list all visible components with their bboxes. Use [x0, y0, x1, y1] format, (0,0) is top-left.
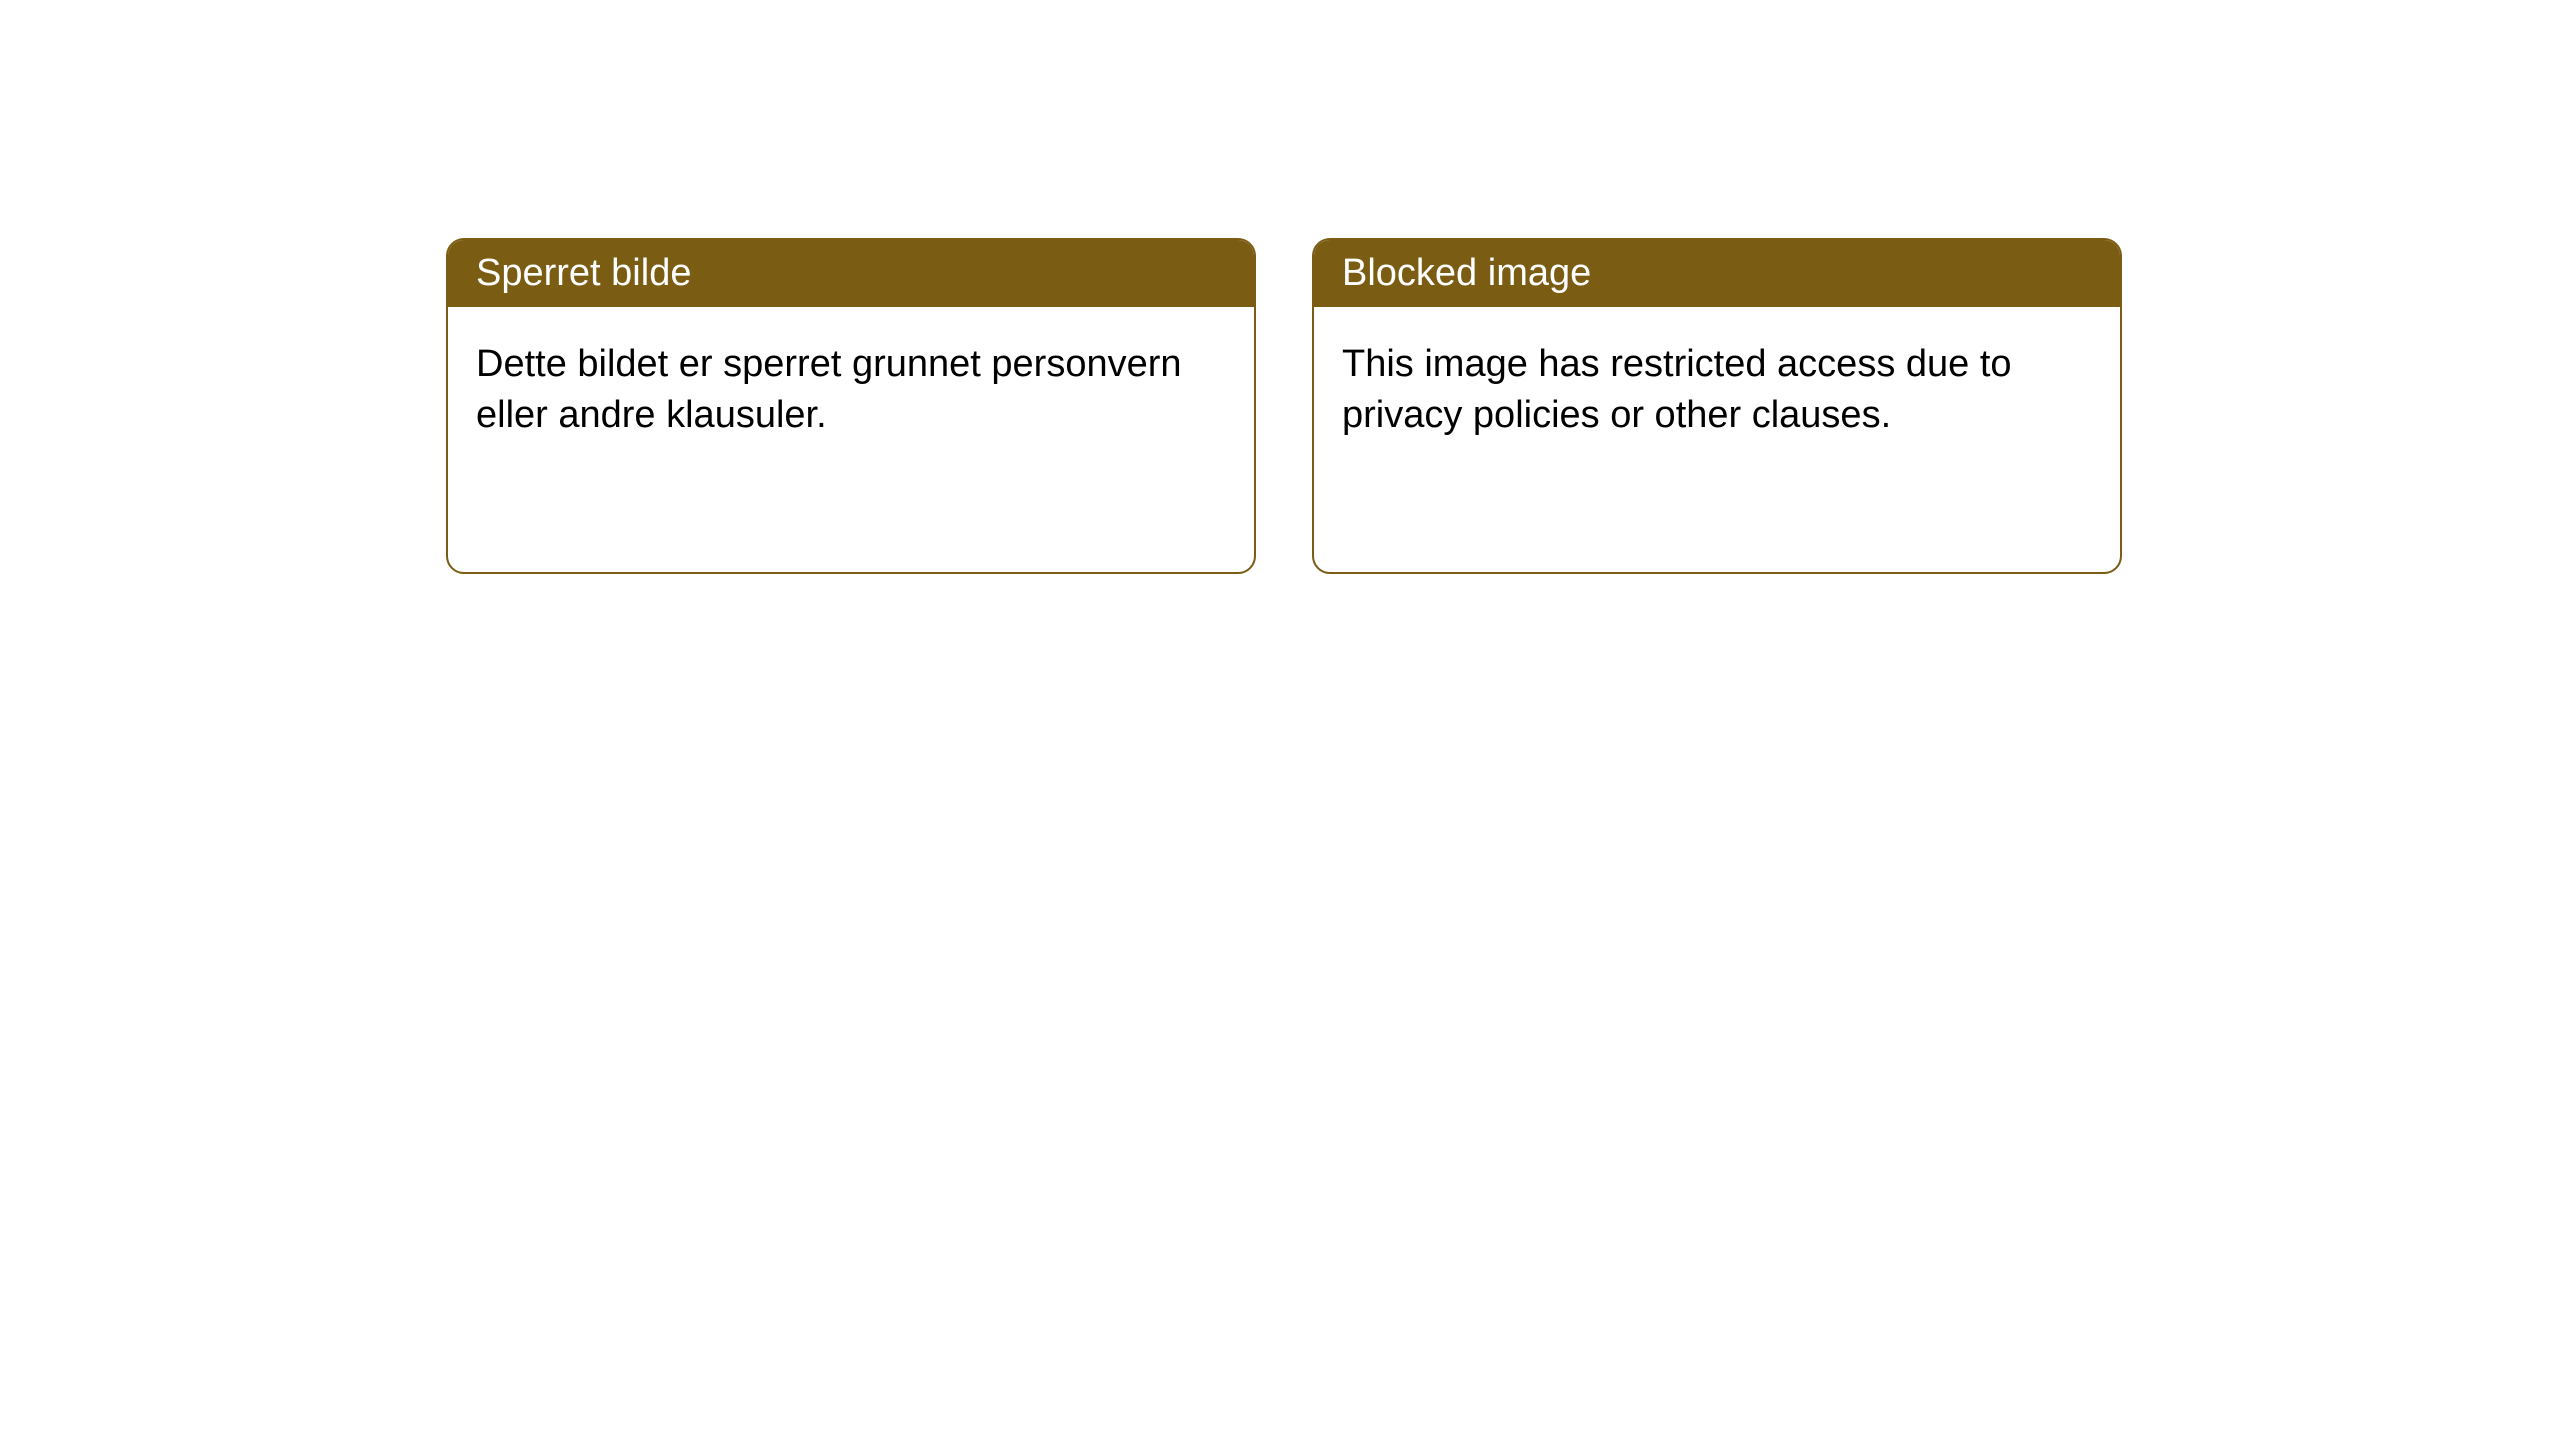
card-body: Dette bildet er sperret grunnet personve…: [448, 307, 1254, 474]
blocked-image-card-en: Blocked image This image has restricted …: [1312, 238, 2122, 574]
blocked-image-card-no: Sperret bilde Dette bildet er sperret gr…: [446, 238, 1256, 574]
blocked-image-cards: Sperret bilde Dette bildet er sperret gr…: [446, 238, 2122, 574]
card-header: Sperret bilde: [448, 240, 1254, 307]
card-header: Blocked image: [1314, 240, 2120, 307]
card-message: Dette bildet er sperret grunnet personve…: [476, 343, 1182, 436]
card-message: This image has restricted access due to …: [1342, 343, 2012, 436]
card-title: Blocked image: [1342, 252, 1591, 294]
card-title: Sperret bilde: [476, 252, 691, 294]
card-body: This image has restricted access due to …: [1314, 307, 2120, 474]
